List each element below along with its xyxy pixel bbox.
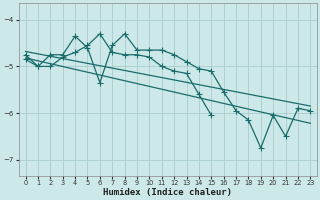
X-axis label: Humidex (Indice chaleur): Humidex (Indice chaleur): [103, 188, 232, 197]
